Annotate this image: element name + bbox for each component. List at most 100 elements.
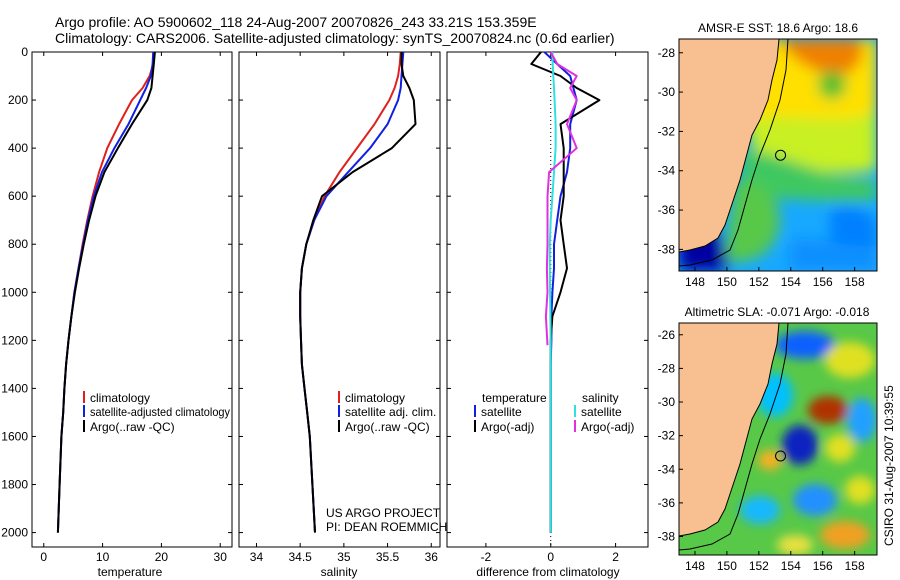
temperature-legend: climatology satellite-adjusted climatolo… — [83, 391, 230, 434]
x-tick-label: 20 — [155, 550, 169, 564]
map-lon-label: 148 — [685, 275, 705, 289]
legend-climatology: climatology — [90, 391, 150, 405]
x-tick-label: 34.5 — [288, 550, 312, 564]
legend-sal-argo: Argo(-adj) — [581, 420, 634, 434]
temperature-xlabel: temperature — [98, 565, 163, 579]
map-lat-label: -30 — [658, 395, 676, 409]
map-lon-label: 158 — [845, 559, 865, 573]
x-tick-label: 35.5 — [376, 550, 400, 564]
x-tick-label: 30 — [214, 550, 228, 564]
sla-map: Altimetric SLA: -0.071 Argo: -0.018 — [658, 305, 878, 573]
sst-map-frame — [678, 38, 878, 272]
x-tick-label: 36 — [425, 550, 439, 564]
map-lat-label: -36 — [658, 496, 676, 510]
salinity-axes-frame — [238, 51, 441, 548]
legend-argo: Argo(..raw -QC) — [90, 420, 175, 434]
salinity-depth-ticks — [239, 51, 440, 534]
profile-location-marker — [775, 450, 787, 462]
map-lon-label: 150 — [717, 275, 737, 289]
map-lon-label: 152 — [749, 275, 769, 289]
map-lat-label: -38 — [658, 242, 676, 256]
legend-satellite-adj: satellite adj. clim. — [345, 405, 436, 419]
legend-argo: Argo(..raw -QC) — [345, 420, 430, 434]
pi-annotation: PI: DEAN ROEMMICH — [326, 520, 447, 534]
map-lat-label: -28 — [658, 361, 676, 375]
depth-tick-label: 1800 — [1, 478, 28, 492]
map-lat-label: -26 — [658, 328, 676, 342]
legend-group-salinity: salinity — [582, 391, 619, 405]
map-lat-label: -30 — [658, 85, 676, 99]
difference-panel: -2 0 2 difference from climatology tempera… — [446, 51, 649, 579]
map-lat-label: -32 — [658, 124, 676, 138]
map-lon-label: 152 — [749, 559, 769, 573]
map-lon-label: 158 — [845, 275, 865, 289]
temperature-x-axis: 0 10 20 30 — [40, 52, 227, 564]
sst-field — [679, 39, 877, 271]
sla-map-ticks: 148 150 152 154 156 158 -26 -28 -30 -32 -34 -36 -38 — [658, 328, 865, 573]
difference-x-axis: -2 0 2 — [481, 52, 619, 564]
depth-tick-label: 1200 — [1, 333, 28, 347]
legend-temp-argo: Argo(-adj) — [481, 420, 534, 434]
x-tick-label: 10 — [96, 550, 110, 564]
map-lon-label: 150 — [717, 559, 737, 573]
project-annotation: US ARGO PROJECT — [326, 506, 441, 520]
depth-tick-label: 1600 — [1, 429, 28, 443]
sla-map-title: Altimetric SLA: -0.071 Argo: -0.018 — [685, 305, 870, 319]
depth-tick-label: 2000 — [1, 526, 28, 540]
temperature-axes-frame — [31, 51, 233, 548]
series-line-argo-raw-qc — [56, 51, 156, 533]
map-lon-label: 154 — [781, 559, 801, 573]
salinity-x-axis: 34 34.5 35 35.5 36 — [250, 52, 438, 564]
map-lat-label: -34 — [658, 164, 676, 178]
difference-depth-ticks — [447, 51, 648, 534]
legend-sal-satellite: satellite — [581, 405, 622, 419]
depth-axis: 0 200 400 600 800 1000 1200 1400 1600 1800 2000 — [1, 45, 232, 540]
sst-map-title: AMSR-E SST: 18.6 Argo: 18.6 — [698, 21, 858, 35]
x-tick-label: 34 — [250, 550, 264, 564]
depth-tick-label: 800 — [8, 237, 28, 251]
salinity-legend: climatology satellite adj. clim. Argo(..… — [338, 391, 436, 434]
depth-tick-label: 1400 — [1, 381, 28, 395]
salinity-panel: 34 34.5 35 35.5 36 salinity climatology sate… — [238, 51, 447, 579]
legend-satellite-adjusted: satellite-adjusted climatology — [90, 405, 230, 419]
header-line1: Argo profile: AO 5900602_118 24-Aug-2007… — [55, 14, 537, 30]
sla-field — [679, 323, 877, 555]
sla-map-frame — [678, 322, 878, 556]
legend-temp-satellite: satellite — [481, 405, 522, 419]
series-line-salinity-argo-adj — [544, 51, 578, 346]
map-lat-label: -34 — [658, 462, 676, 476]
salinity-xlabel: salinity — [321, 565, 358, 579]
series-line-argo-raw-qc — [299, 52, 417, 533]
map-lon-label: 156 — [813, 559, 833, 573]
legend-group-temperature: temperature — [482, 391, 547, 405]
sst-map: AMSR-E SST: 18.6 Argo: 18.6 148 150 152 154… — [658, 21, 878, 289]
sst-map-ticks: 148 150 152 154 156 158 -28 -30 -32 -34 -36 -38 — [658, 46, 865, 289]
profile-location-marker — [775, 149, 787, 161]
map-lat-label: -38 — [658, 530, 676, 544]
legend-climatology: climatology — [345, 391, 405, 405]
x-tick-label: -2 — [481, 550, 492, 564]
x-tick-label: 0 — [40, 550, 47, 564]
map-lat-label: -32 — [658, 429, 676, 443]
credit-timestamp: CSIRO 31-Aug-2007 10:39:55 — [882, 385, 896, 546]
depth-tick-label: 600 — [8, 189, 28, 203]
header-line2: Climatology: CARS2006. Satellite-adjuste… — [55, 30, 615, 46]
depth-tick-label: 400 — [8, 141, 28, 155]
x-tick-label: 0 — [547, 550, 554, 564]
x-tick-label: 35 — [337, 550, 351, 564]
depth-tick-label: 1000 — [1, 285, 28, 299]
temperature-series — [56, 51, 156, 533]
depth-tick-label: 0 — [21, 45, 28, 59]
series-line-salinity-satellite — [548, 51, 557, 533]
map-lat-label: -36 — [658, 203, 676, 217]
x-tick-label: 2 — [612, 550, 619, 564]
map-lon-label: 156 — [813, 275, 833, 289]
difference-series — [530, 51, 601, 533]
difference-xlabel: difference from climatology — [476, 565, 619, 579]
temperature-panel: 0 200 400 600 800 1000 1200 1400 1600 1800 2000 0 1… — [1, 45, 233, 579]
map-lat-label: -28 — [658, 46, 676, 60]
difference-legend: temperature satellite Argo(-adj) salinit… — [474, 391, 634, 434]
map-lon-label: 148 — [685, 559, 705, 573]
map-lon-label: 154 — [781, 275, 801, 289]
